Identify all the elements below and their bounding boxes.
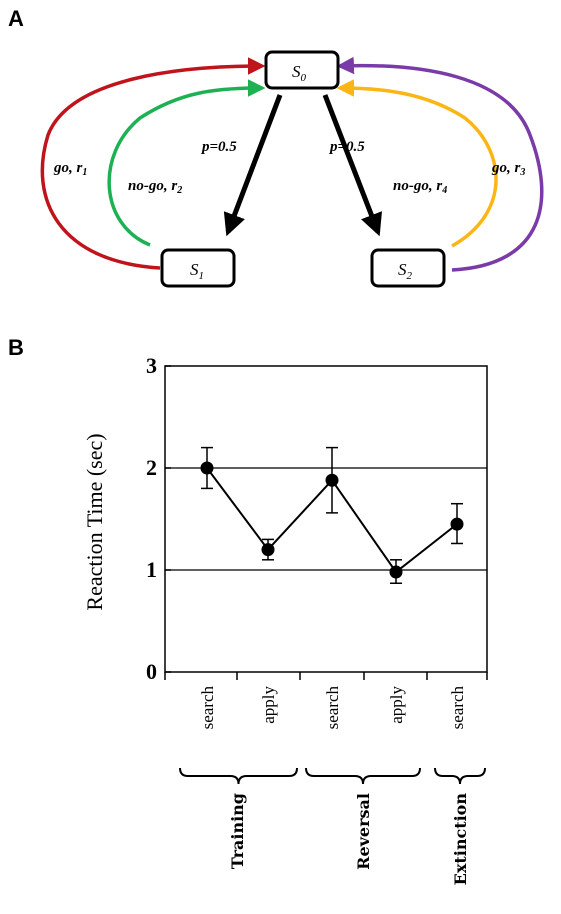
category-label: search [448,686,467,730]
category-label: search [323,686,342,730]
edge-s2-nogo-arrow [336,79,498,248]
edge-s1-go-arrow [40,57,266,270]
svg-text:S2: S2 [398,260,413,282]
edge-s2-go-label: go, r3 [491,160,525,178]
state-s0: S0 [264,50,340,90]
edge-s1-go-label: go, r1 [53,160,87,178]
state-s1: S1 [160,248,236,288]
category-label: search [198,686,217,730]
panel-a-letter: A [8,6,24,31]
transition-s0-s2-label: p=0.5 [328,139,365,155]
edge-s1-nogo-label: no-go, r2 [128,178,182,196]
chart-plot: 0 1 2 3 search apply search apply search Training… [146,353,488,886]
svg-text:S0: S0 [292,62,307,84]
category-label: apply [387,686,406,724]
data-point [389,565,403,579]
svg-text:S1: S1 [190,260,204,282]
y-tick-label: 2 [146,455,157,480]
transition-s0-s2-arrow [322,94,382,237]
data-point [261,543,275,557]
transition-s0-s1-arrow [223,94,283,237]
y-axis-title: Reaction Time (sec) [82,433,107,610]
data-point [200,461,214,475]
y-tick-label: 0 [146,659,157,684]
data-point [325,473,339,487]
group-brace [179,767,298,785]
group-label: Extinction [451,793,470,886]
panel-b-letter: B [8,335,24,360]
category-label: apply [259,686,278,724]
plot-frame [164,365,488,673]
group-label: Training [228,793,247,869]
group-label: Reversal [354,793,373,870]
transition-s0-s1-label: p=0.5 [200,139,237,155]
group-brace [434,767,486,785]
data-point [450,517,464,531]
edge-s2-go-arrow [336,56,544,272]
y-tick-label: 3 [146,353,157,378]
group-brace [305,767,421,785]
state-s2: S2 [370,248,446,288]
edge-s1-nogo-arrow [107,79,266,247]
y-tick-label: 1 [146,557,157,582]
edge-s2-nogo-label: no-go, r4 [393,178,447,196]
